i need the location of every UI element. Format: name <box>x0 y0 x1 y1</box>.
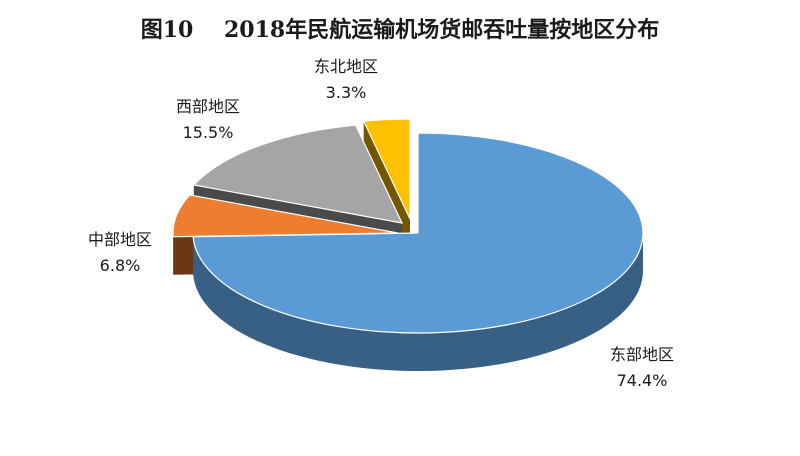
slice-label-2: 中部地区 <box>88 230 152 249</box>
chart-title: 图10 2018年民航运输机场货邮吞吐量按地区分布 <box>140 17 660 43</box>
pie-slice-2 <box>172 194 399 238</box>
slice-value-label-1: 74.4% <box>617 371 668 390</box>
pie-slice-3 <box>192 124 404 224</box>
slice-label-4: 东北地区 <box>314 57 378 76</box>
slice-value-label-3: 15.5% <box>183 123 234 142</box>
pie-slice-4 <box>362 118 411 220</box>
slice-label-1: 东部地区 <box>610 345 674 364</box>
slice-label-3: 西部地区 <box>176 97 240 116</box>
pie-slice-side-1 <box>193 233 644 372</box>
slice-value-label-2: 6.8% <box>100 256 141 275</box>
pie-top-faces <box>172 118 644 334</box>
pie-slice-1 <box>192 132 644 334</box>
slice-value-label-4: 3.3% <box>326 83 367 102</box>
